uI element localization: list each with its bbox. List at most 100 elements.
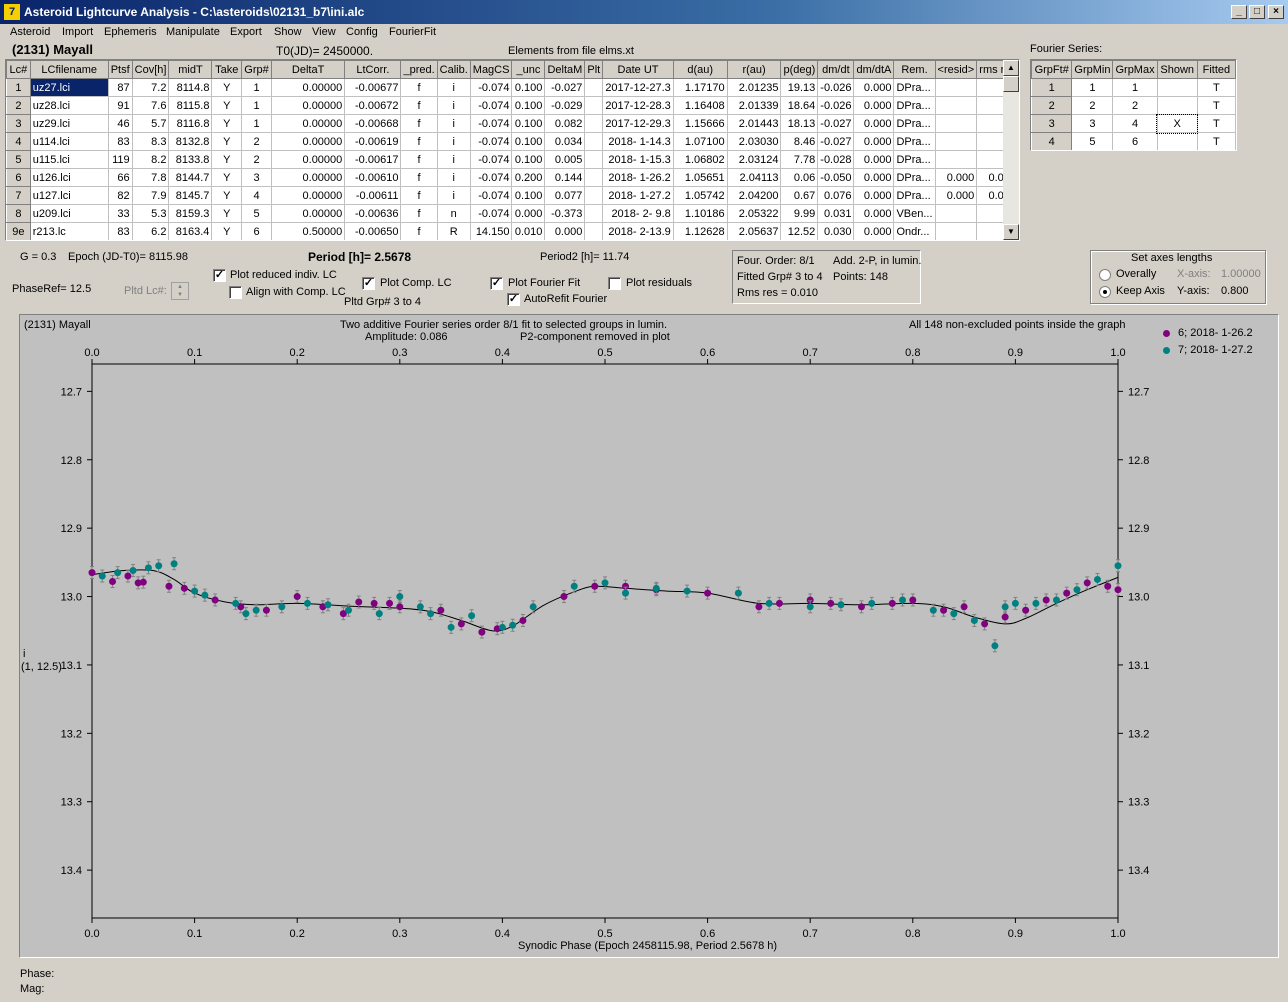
table-cell[interactable]: 2017-12-29.3 (602, 114, 674, 133)
table-cell[interactable]: 2018- 1-26.2 (602, 168, 674, 187)
table-cell[interactable]: f (400, 78, 438, 97)
fourier-column-header[interactable]: Fitted (1196, 60, 1236, 79)
table-cell[interactable] (584, 96, 604, 115)
menu-manipulate[interactable]: Manipulate (166, 26, 220, 38)
lightcurve-scrollbar[interactable]: ▲ ▼ (1003, 60, 1019, 240)
table-cell[interactable]: n (436, 204, 471, 223)
table-cell[interactable]: 2017-12-27.3 (602, 78, 674, 97)
fourier-cell[interactable]: 3 (1071, 114, 1114, 133)
table-cell[interactable] (584, 222, 604, 240)
table-cell[interactable]: 0.06 (780, 168, 819, 187)
table-cell[interactable]: Ondr... (893, 222, 936, 240)
table-cell[interactable]: 1.17170 (672, 78, 728, 97)
table-cell[interactable]: 8115.8 (168, 96, 213, 115)
table-cell[interactable]: 0.000 (853, 168, 895, 187)
table-cell[interactable]: -0.074 (469, 78, 513, 97)
table-cell[interactable]: 12.52 (780, 222, 819, 240)
table-cell[interactable]: 0.030 (817, 222, 855, 240)
menu-fourierfit[interactable]: FourierFit (389, 26, 437, 38)
table-cell[interactable]: 2018- 1-27.2 (602, 186, 674, 205)
table-cell[interactable]: -0.026 (817, 96, 855, 115)
table-cell[interactable]: 8132.8 (168, 132, 213, 151)
column-header[interactable]: _pred. (400, 60, 438, 79)
menu-export[interactable]: Export (230, 26, 262, 38)
table-cell[interactable]: f (400, 186, 438, 205)
table-cell[interactable]: i (436, 132, 471, 151)
table-row[interactable]: 9e r213.lc 83 6.2 8163.4 Y 6 0.50000 -0.00650 f R 1… (6, 222, 1019, 240)
fourier-row-header[interactable]: 1 (1031, 78, 1073, 97)
scroll-thumb[interactable] (1003, 76, 1019, 92)
table-cell[interactable]: 7.78 (780, 150, 819, 169)
table-cell[interactable]: Y (211, 150, 243, 169)
table-cell[interactable]: -0.00611 (344, 186, 402, 205)
table-cell[interactable]: -0.00636 (344, 204, 402, 223)
fourier-cell[interactable]: T (1196, 96, 1236, 115)
table-cell[interactable]: 0.00000 (270, 168, 346, 187)
table-cell[interactable]: -0.00672 (344, 96, 402, 115)
table-cell[interactable]: 2 (241, 132, 272, 151)
menu-config[interactable]: Config (346, 26, 378, 38)
table-cell[interactable]: 46 (107, 114, 133, 133)
column-header[interactable]: Lc# (6, 60, 31, 79)
table-cell[interactable]: Y (211, 132, 243, 151)
menu-asteroid[interactable]: Asteroid (10, 26, 51, 38)
table-cell[interactable]: 0.000 (853, 204, 895, 223)
table-cell[interactable] (934, 114, 978, 133)
table-cell[interactable]: 0.000 (853, 150, 895, 169)
xaxis-value[interactable]: 1.00000 (1221, 268, 1261, 280)
column-header[interactable]: DeltaT (270, 60, 346, 79)
table-cell[interactable] (934, 132, 978, 151)
align-comp-checkbox[interactable] (229, 286, 242, 299)
table-cell[interactable] (584, 132, 604, 151)
table-cell[interactable]: 8.2 (131, 150, 170, 169)
table-cell[interactable]: 0.100 (511, 78, 546, 97)
table-cell[interactable]: 0.00000 (270, 78, 346, 97)
table-cell[interactable]: 87 (107, 78, 133, 97)
table-cell[interactable]: -0.074 (469, 114, 513, 133)
column-header[interactable]: dm/dt (817, 60, 855, 79)
table-cell[interactable]: uz29.lci (29, 114, 109, 133)
period-param[interactable]: Period [h]= 2.5678 (308, 250, 412, 264)
table-cell[interactable]: Y (211, 168, 243, 187)
table-cell[interactable] (934, 222, 978, 240)
fourier-cell[interactable]: 6 (1112, 132, 1158, 150)
row-header[interactable]: 3 (6, 114, 31, 133)
table-cell[interactable]: -0.00650 (344, 222, 402, 240)
table-cell[interactable]: f (400, 150, 438, 169)
plot-residuals-checkbox[interactable] (608, 277, 621, 290)
table-cell[interactable]: r213.lc (29, 222, 109, 240)
table-cell[interactable]: R (436, 222, 471, 240)
table-cell[interactable]: 5.7 (131, 114, 170, 133)
table-cell[interactable]: DPra... (893, 168, 936, 187)
column-header[interactable]: midT (168, 60, 213, 79)
table-cell[interactable]: 8144.7 (168, 168, 213, 187)
table-cell[interactable]: 7.9 (131, 186, 170, 205)
table-cell[interactable]: f (400, 132, 438, 151)
scroll-up-icon[interactable]: ▲ (1003, 60, 1019, 76)
table-cell[interactable]: u209.lci (29, 204, 109, 223)
row-header[interactable]: 7 (6, 186, 31, 205)
table-cell[interactable]: 0.00000 (270, 114, 346, 133)
pltd-lc-spinner[interactable]: ▲ ▼ (171, 282, 189, 300)
table-cell[interactable]: 0.100 (511, 186, 546, 205)
table-cell[interactable]: 14.150 (469, 222, 513, 240)
row-header[interactable]: 5 (6, 150, 31, 169)
table-cell[interactable]: 8163.4 (168, 222, 213, 240)
table-cell[interactable]: 0.000 (511, 204, 546, 223)
table-cell[interactable]: 2.04200 (726, 186, 782, 205)
column-header[interactable]: Take (211, 60, 243, 79)
table-cell[interactable] (934, 204, 978, 223)
table-cell[interactable]: -0.050 (817, 168, 855, 187)
table-cell[interactable]: 7.6 (131, 96, 170, 115)
table-cell[interactable]: 1.06802 (672, 150, 728, 169)
row-header[interactable]: 8 (6, 204, 31, 223)
table-cell[interactable]: 0.082 (544, 114, 586, 133)
table-cell[interactable]: 2.03030 (726, 132, 782, 151)
table-cell[interactable]: 2.05322 (726, 204, 782, 223)
table-cell[interactable]: -0.029 (544, 96, 586, 115)
table-cell[interactable]: 0.010 (511, 222, 546, 240)
plot-area[interactable]: 0.0 0.0 0.1 0.1 0.2 0.2 0.3 0.3 0.4 0.4 0.5 0.5 0.6 0… (19, 314, 1279, 958)
plot-reduced-checkbox[interactable]: ✓ (213, 269, 226, 282)
table-cell[interactable]: DPra... (893, 96, 936, 115)
menu-import[interactable]: Import (62, 26, 94, 38)
